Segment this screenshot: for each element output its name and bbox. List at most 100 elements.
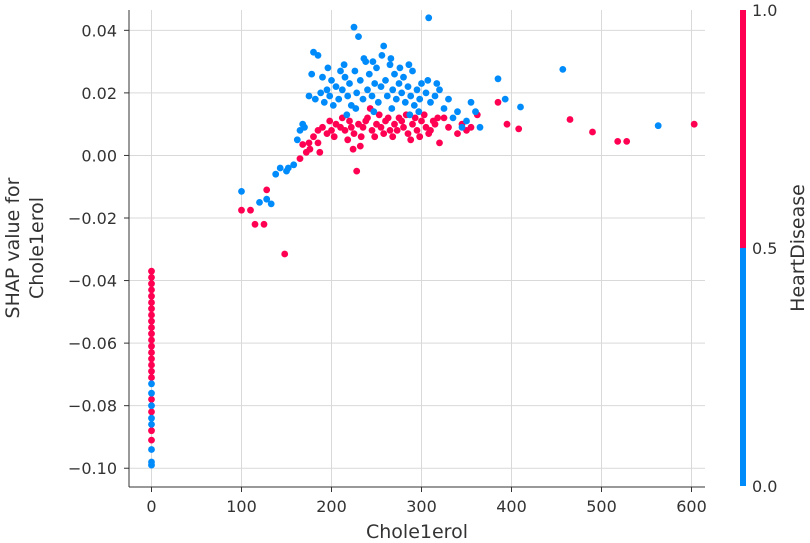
data-point	[494, 75, 502, 83]
data-point	[148, 299, 155, 306]
data-point	[404, 130, 412, 138]
data-point	[614, 138, 622, 145]
data-point	[290, 161, 298, 169]
data-point	[350, 130, 358, 138]
data-point	[247, 206, 254, 214]
colorbar-label: HeartDisease	[787, 184, 809, 312]
y-tick-label: −0.02	[68, 209, 117, 228]
data-point	[623, 138, 631, 145]
data-point	[349, 145, 357, 153]
data-point	[380, 42, 388, 50]
x-tick-label: 0	[146, 497, 156, 516]
data-point	[409, 67, 416, 75]
data-point	[380, 130, 388, 138]
data-point	[400, 123, 407, 131]
data-point	[263, 195, 271, 203]
colorbar-gradient	[740, 10, 746, 486]
data-point	[260, 220, 268, 228]
data-point	[148, 336, 155, 344]
data-point	[517, 103, 524, 111]
data-point	[293, 136, 301, 144]
data-point	[148, 286, 155, 294]
data-point	[425, 130, 433, 138]
data-point	[378, 52, 386, 59]
data-point	[353, 89, 361, 97]
y-tick-label: −0.08	[68, 397, 117, 416]
data-point	[501, 95, 509, 103]
data-point	[329, 102, 337, 109]
data-point	[344, 136, 352, 144]
data-point	[296, 155, 304, 163]
data-point	[341, 73, 349, 81]
data-point	[343, 111, 351, 119]
data-point	[314, 52, 322, 59]
data-point	[690, 120, 698, 128]
data-point	[148, 267, 155, 275]
data-point	[392, 95, 400, 103]
x-axis-title: Chole1erol	[366, 521, 468, 543]
data-point	[355, 33, 362, 40]
data-point	[405, 61, 413, 69]
data-point	[393, 126, 401, 134]
data-point	[365, 70, 373, 78]
data-point	[409, 120, 416, 128]
data-point	[305, 139, 313, 147]
data-point	[413, 126, 421, 134]
data-point	[323, 86, 331, 94]
data-point	[418, 117, 425, 125]
data-point	[559, 66, 567, 73]
x-ticks: 0 100 200 300 400 500 600	[146, 487, 707, 516]
data-point	[391, 120, 398, 128]
data-point	[148, 292, 155, 300]
x-tick-label: 100	[226, 497, 257, 516]
data-point	[338, 86, 346, 94]
data-point	[389, 133, 397, 141]
data-point	[472, 108, 479, 116]
data-point	[340, 61, 348, 69]
data-point	[351, 67, 359, 75]
colorbar-tick-low: 0.0	[752, 477, 777, 496]
data-point	[328, 126, 335, 134]
data-point	[316, 148, 324, 156]
data-point	[148, 361, 155, 369]
colorbar-tick-mid: 0.5	[752, 239, 777, 258]
data-point	[410, 102, 418, 109]
data-point	[148, 380, 155, 388]
data-point	[445, 123, 452, 131]
data-point	[406, 111, 414, 119]
data-point	[308, 70, 316, 78]
grid	[129, 10, 705, 487]
data-point	[301, 123, 308, 131]
data-point	[400, 73, 407, 81]
data-point	[424, 77, 432, 84]
data-point	[384, 114, 392, 122]
data-point	[368, 126, 376, 134]
data-point	[148, 446, 155, 453]
data-point	[148, 402, 155, 410]
data-point	[148, 421, 155, 428]
axes	[128, 10, 705, 488]
y-tick-label: −0.04	[68, 272, 117, 291]
data-point	[387, 55, 395, 62]
data-point	[654, 122, 662, 130]
data-point	[391, 70, 398, 78]
y-axis-title-line-2: Chole1erol	[26, 197, 48, 299]
data-point	[404, 83, 412, 90]
data-point	[383, 92, 391, 100]
data-point	[436, 139, 443, 147]
data-point	[377, 123, 385, 131]
y-ticks: 0.04 0.02 0.00 −0.02 −0.04 −0.06 −0.08 −0.10	[68, 21, 129, 478]
data-point	[356, 142, 364, 150]
data-point	[362, 117, 370, 125]
data-point	[299, 141, 307, 148]
colorbar: 1.0 0.5 0.0 HeartDisease	[740, 1, 809, 496]
data-point	[413, 86, 421, 94]
data-point	[395, 80, 403, 87]
data-point	[589, 128, 596, 136]
data-point	[515, 125, 523, 133]
data-point	[148, 342, 155, 350]
data-point	[454, 108, 461, 116]
data-point	[346, 117, 353, 125]
data-point	[319, 73, 326, 81]
